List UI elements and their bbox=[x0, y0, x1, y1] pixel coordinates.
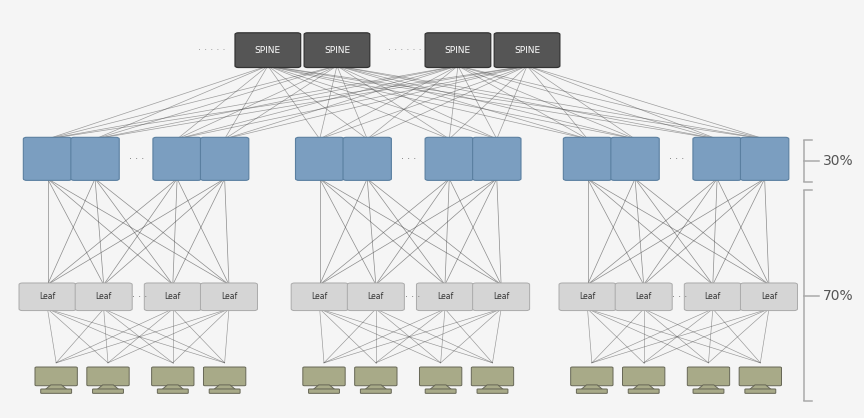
FancyBboxPatch shape bbox=[740, 367, 781, 386]
FancyBboxPatch shape bbox=[343, 137, 391, 181]
Text: SPINE: SPINE bbox=[324, 46, 350, 55]
Text: · · ·: · · · bbox=[132, 292, 148, 302]
FancyBboxPatch shape bbox=[477, 389, 508, 393]
FancyBboxPatch shape bbox=[308, 389, 340, 393]
FancyBboxPatch shape bbox=[200, 137, 249, 181]
Text: · · ·: · · · bbox=[669, 154, 684, 164]
FancyBboxPatch shape bbox=[472, 367, 513, 386]
FancyBboxPatch shape bbox=[71, 137, 119, 181]
Text: Leaf: Leaf bbox=[96, 292, 111, 301]
FancyBboxPatch shape bbox=[740, 137, 789, 181]
Text: Leaf: Leaf bbox=[493, 292, 509, 301]
FancyBboxPatch shape bbox=[41, 389, 72, 393]
FancyBboxPatch shape bbox=[576, 389, 607, 393]
FancyBboxPatch shape bbox=[360, 389, 391, 393]
Text: Leaf: Leaf bbox=[165, 292, 181, 301]
FancyBboxPatch shape bbox=[563, 137, 612, 181]
Polygon shape bbox=[98, 385, 118, 390]
FancyBboxPatch shape bbox=[494, 33, 560, 68]
Text: SPINE: SPINE bbox=[445, 46, 471, 55]
FancyBboxPatch shape bbox=[204, 367, 246, 386]
FancyBboxPatch shape bbox=[354, 367, 397, 386]
Text: · · · · ·: · · · · · bbox=[198, 45, 226, 55]
FancyBboxPatch shape bbox=[23, 137, 72, 181]
Polygon shape bbox=[214, 385, 235, 390]
Text: Leaf: Leaf bbox=[312, 292, 327, 301]
Text: Leaf: Leaf bbox=[636, 292, 651, 301]
FancyBboxPatch shape bbox=[92, 389, 124, 393]
FancyBboxPatch shape bbox=[425, 389, 456, 393]
FancyBboxPatch shape bbox=[740, 283, 797, 311]
Text: Leaf: Leaf bbox=[437, 292, 453, 301]
Text: Leaf: Leaf bbox=[368, 292, 384, 301]
Polygon shape bbox=[162, 385, 183, 390]
Text: SPINE: SPINE bbox=[514, 46, 540, 55]
FancyBboxPatch shape bbox=[416, 283, 473, 311]
FancyBboxPatch shape bbox=[425, 137, 473, 181]
FancyBboxPatch shape bbox=[75, 283, 132, 311]
FancyBboxPatch shape bbox=[473, 283, 530, 311]
FancyBboxPatch shape bbox=[153, 137, 201, 181]
FancyBboxPatch shape bbox=[688, 367, 729, 386]
Text: Leaf: Leaf bbox=[40, 292, 55, 301]
Polygon shape bbox=[46, 385, 67, 390]
FancyBboxPatch shape bbox=[419, 367, 461, 386]
FancyBboxPatch shape bbox=[291, 283, 348, 311]
FancyBboxPatch shape bbox=[693, 389, 724, 393]
Text: Leaf: Leaf bbox=[221, 292, 237, 301]
Polygon shape bbox=[581, 385, 602, 390]
FancyBboxPatch shape bbox=[304, 33, 370, 68]
FancyBboxPatch shape bbox=[295, 137, 344, 181]
FancyBboxPatch shape bbox=[19, 283, 76, 311]
Polygon shape bbox=[430, 385, 451, 390]
Text: · · ·: · · · bbox=[404, 292, 420, 302]
FancyBboxPatch shape bbox=[615, 283, 672, 311]
Text: SPINE: SPINE bbox=[255, 46, 281, 55]
Polygon shape bbox=[750, 385, 771, 390]
Text: · · ·: · · · bbox=[672, 292, 688, 302]
Text: Leaf: Leaf bbox=[761, 292, 777, 301]
Polygon shape bbox=[482, 385, 503, 390]
FancyBboxPatch shape bbox=[628, 389, 659, 393]
Text: · · ·: · · · bbox=[129, 154, 144, 164]
Polygon shape bbox=[633, 385, 654, 390]
FancyBboxPatch shape bbox=[347, 283, 404, 311]
FancyBboxPatch shape bbox=[745, 389, 776, 393]
Polygon shape bbox=[314, 385, 334, 390]
FancyBboxPatch shape bbox=[570, 367, 613, 386]
FancyBboxPatch shape bbox=[559, 283, 616, 311]
Text: Leaf: Leaf bbox=[580, 292, 595, 301]
FancyBboxPatch shape bbox=[302, 367, 345, 386]
Text: 30%: 30% bbox=[823, 154, 853, 168]
FancyBboxPatch shape bbox=[622, 367, 665, 386]
FancyBboxPatch shape bbox=[152, 367, 194, 386]
FancyBboxPatch shape bbox=[235, 33, 301, 68]
Polygon shape bbox=[698, 385, 719, 390]
Text: · · · · · ·: · · · · · · bbox=[388, 45, 421, 55]
FancyBboxPatch shape bbox=[200, 283, 257, 311]
FancyBboxPatch shape bbox=[425, 33, 491, 68]
FancyBboxPatch shape bbox=[473, 137, 521, 181]
FancyBboxPatch shape bbox=[86, 367, 130, 386]
FancyBboxPatch shape bbox=[157, 389, 188, 393]
FancyBboxPatch shape bbox=[611, 137, 659, 181]
FancyBboxPatch shape bbox=[35, 367, 78, 386]
FancyBboxPatch shape bbox=[209, 389, 240, 393]
Text: Leaf: Leaf bbox=[705, 292, 721, 301]
Text: · · ·: · · · bbox=[401, 154, 416, 164]
FancyBboxPatch shape bbox=[684, 283, 741, 311]
Polygon shape bbox=[365, 385, 386, 390]
FancyBboxPatch shape bbox=[144, 283, 201, 311]
FancyBboxPatch shape bbox=[693, 137, 741, 181]
Text: 70%: 70% bbox=[823, 289, 853, 303]
